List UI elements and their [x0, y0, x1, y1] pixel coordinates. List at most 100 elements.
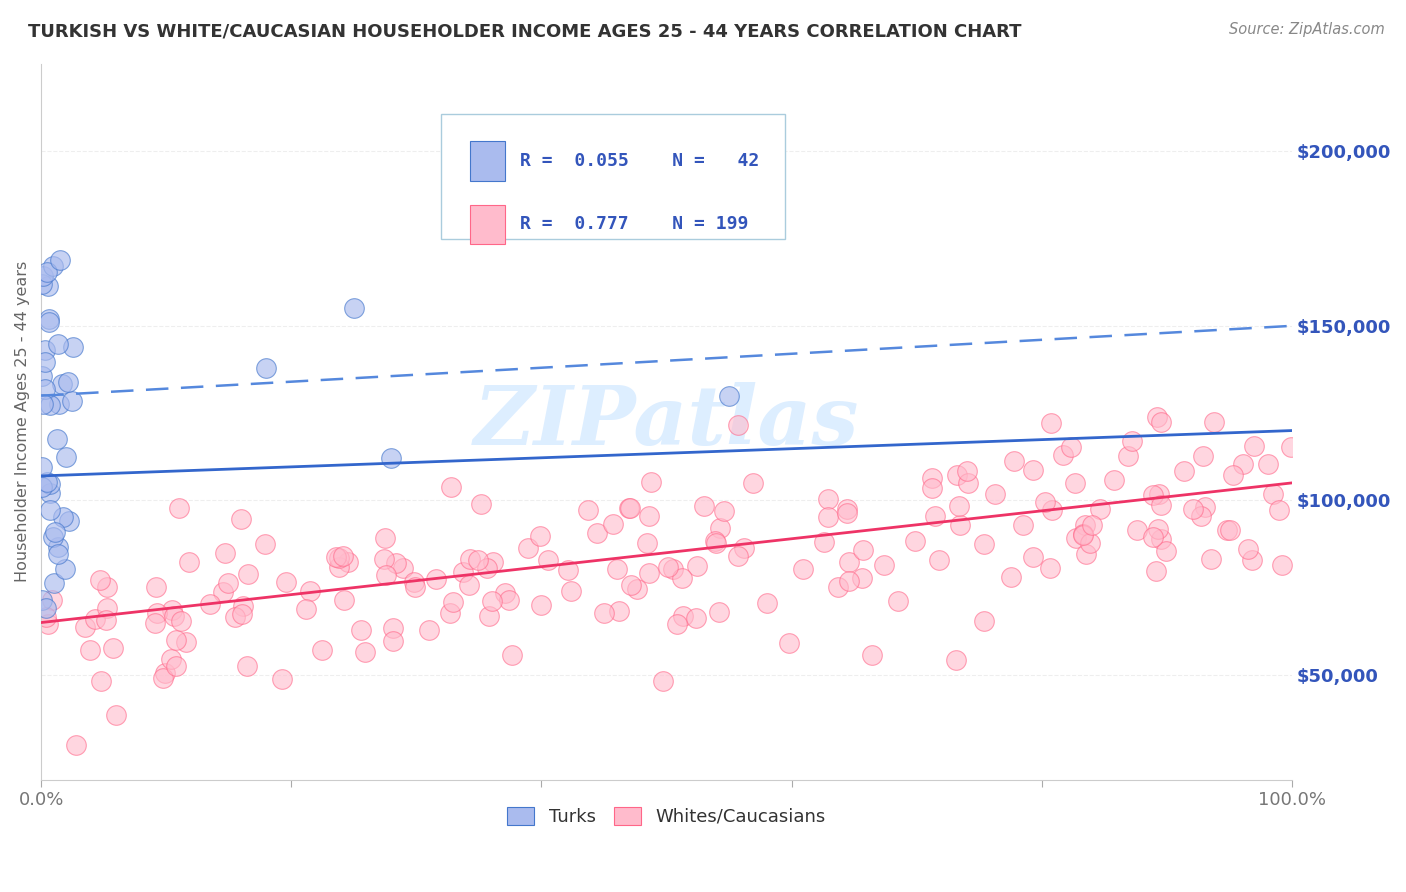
Point [1150, 415, 1173, 429]
Point [686, 559, 709, 574]
Point [458, 578, 481, 592]
Point [51, 377, 73, 392]
Point [143, 615, 166, 630]
Point [638, 566, 661, 580]
Point [1074, 518, 1097, 533]
Point [31, 369, 53, 384]
Point [852, 543, 875, 558]
Point [198, 598, 221, 612]
Point [384, 556, 406, 570]
Y-axis label: Householder Income Ages 25 - 44 years: Householder Income Ages 25 - 44 years [15, 261, 30, 582]
Point [704, 536, 727, 550]
Point [146, 606, 169, 620]
Point [270, 672, 292, 686]
Point [55, 450, 77, 465]
Point [231, 607, 253, 622]
Point [928, 553, 950, 567]
Point [404, 580, 426, 594]
Point [792, 562, 814, 576]
Point [34, 354, 56, 368]
Point [693, 500, 716, 514]
Point [661, 562, 683, 576]
Point [232, 599, 254, 613]
Point [1270, 558, 1292, 572]
Text: ZIPatlas: ZIPatlas [474, 382, 859, 462]
Point [1064, 476, 1087, 491]
Point [1052, 448, 1074, 462]
Point [1078, 536, 1101, 550]
Point [53, 562, 76, 576]
Point [475, 561, 498, 575]
Point [1090, 501, 1112, 516]
Point [557, 563, 579, 577]
Point [1222, 468, 1244, 483]
Point [38, 398, 60, 412]
Point [537, 553, 560, 567]
Point [704, 533, 727, 548]
Point [921, 471, 943, 485]
Point [529, 529, 551, 543]
Point [441, 595, 464, 609]
Point [75, 620, 97, 634]
Point [1071, 527, 1094, 541]
Point [1033, 495, 1056, 509]
Point [478, 608, 501, 623]
Point [440, 480, 463, 494]
Point [44, 525, 66, 540]
Point [586, 526, 609, 541]
Point [392, 560, 415, 574]
Point [707, 605, 730, 619]
Point [1191, 449, 1213, 463]
Point [1121, 434, 1143, 449]
Point [48, 253, 70, 268]
Point [165, 633, 187, 648]
Point [46, 540, 69, 554]
Point [606, 562, 628, 576]
Point [439, 606, 461, 620]
Point [945, 653, 967, 667]
Point [886, 594, 908, 608]
Point [343, 301, 366, 316]
Point [1216, 523, 1239, 537]
Point [1149, 498, 1171, 512]
Point [1144, 565, 1167, 579]
Point [353, 645, 375, 659]
Point [1149, 487, 1171, 501]
Point [1081, 517, 1104, 532]
Point [1059, 440, 1081, 454]
Point [328, 551, 350, 566]
Point [1142, 488, 1164, 502]
Point [35, 601, 58, 615]
Point [946, 467, 969, 482]
Point [58, 514, 80, 528]
Point [921, 482, 943, 496]
Point [38, 316, 60, 330]
Point [37, 278, 59, 293]
Point [311, 643, 333, 657]
Point [467, 553, 489, 567]
Point [733, 541, 755, 555]
Point [31, 277, 53, 292]
Point [35, 265, 58, 279]
Point [44, 576, 66, 591]
Point [32, 397, 55, 411]
Point [576, 503, 599, 517]
Point [31, 593, 53, 607]
Point [778, 636, 800, 650]
Point [835, 501, 858, 516]
Point [253, 537, 276, 551]
Point [924, 508, 946, 523]
Point [1039, 561, 1062, 575]
Point [31, 459, 53, 474]
Point [619, 501, 641, 516]
Point [94, 613, 117, 627]
Point [62, 340, 84, 354]
Point [152, 671, 174, 685]
Point [637, 509, 659, 524]
Point [1199, 551, 1222, 566]
Point [37, 617, 59, 632]
Point [214, 546, 236, 560]
Point [1257, 457, 1279, 471]
Point [458, 551, 481, 566]
Point [665, 617, 688, 632]
